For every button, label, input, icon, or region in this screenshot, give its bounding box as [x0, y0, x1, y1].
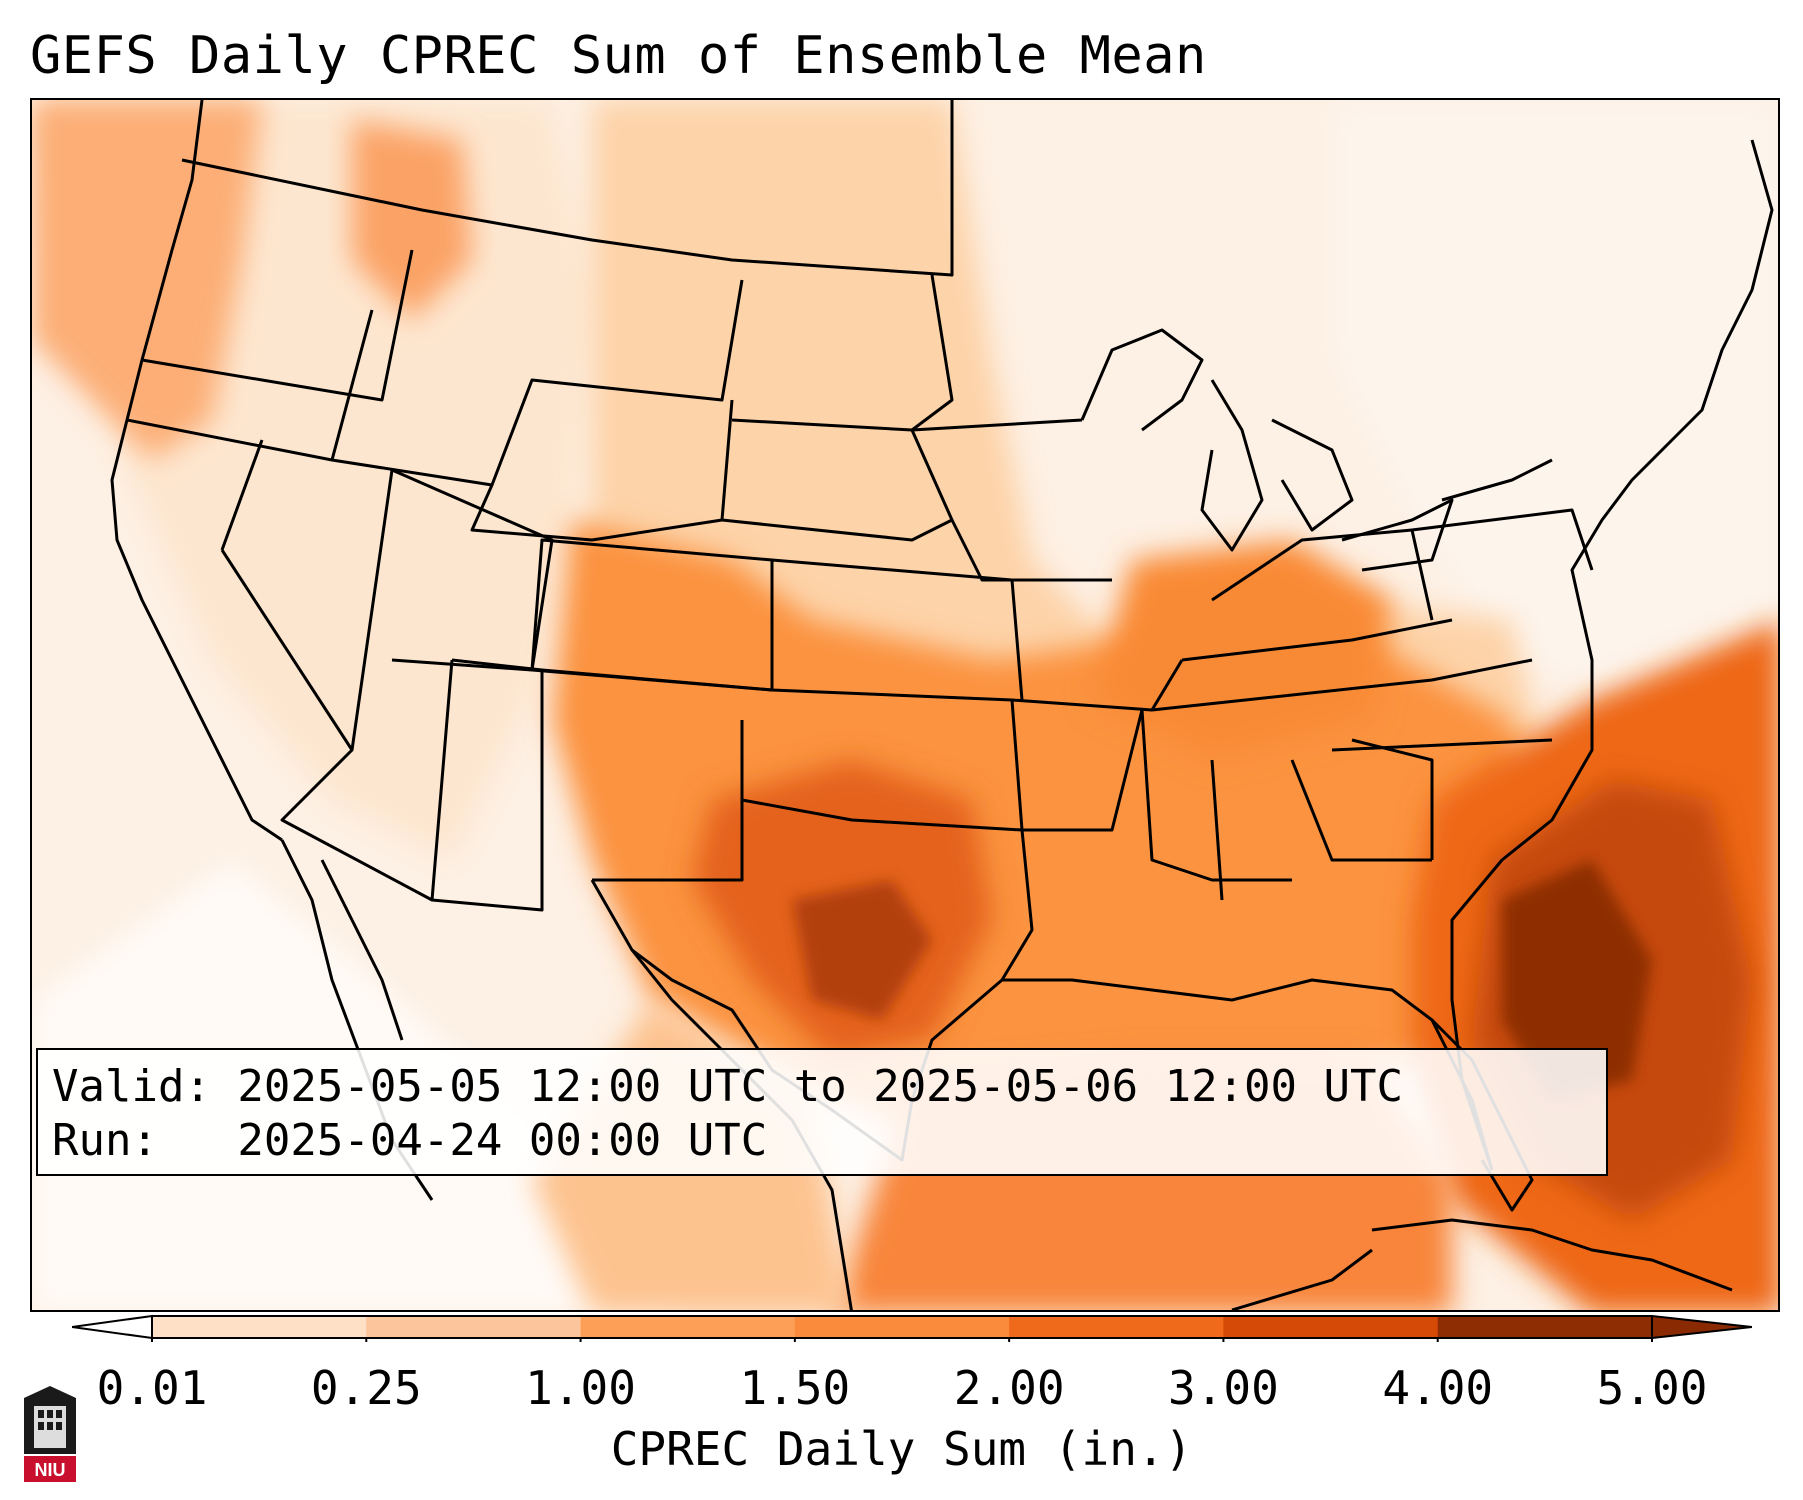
colorbar-under-extension	[72, 1314, 153, 1340]
colorbar-segment	[1009, 1316, 1224, 1338]
colorbar-tick-label: 2.00	[953, 1361, 1065, 1415]
colorbar-segment	[1223, 1316, 1439, 1338]
colorbar-tick-label: 0.25	[310, 1361, 422, 1415]
colorbar-tick-label: 3.00	[1168, 1361, 1279, 1415]
niu-logo-text: NIU	[35, 1460, 66, 1480]
colorbar-label: CPREC Daily Sum (in.)	[610, 1422, 1193, 1476]
colorbar	[72, 1314, 1752, 1342]
colorbar-segment	[1437, 1316, 1653, 1338]
colorbar-segment	[580, 1316, 796, 1338]
run-time-text: Run: 2025-04-24 00:00 UTC	[52, 1115, 768, 1166]
colorbar-segment	[366, 1316, 582, 1338]
colorbar-tick-label: 5.00	[1596, 1361, 1708, 1415]
colorbar-tick-label: 0.01	[96, 1361, 208, 1415]
state-borders	[110, 100, 1774, 1310]
valid-time-text: Valid: 2025-05-05 12:00 UTC to 2025-05-0…	[52, 1061, 1404, 1112]
niu-logo-icon: NIU	[24, 1386, 76, 1482]
colorbar-segment	[152, 1316, 367, 1338]
colorbar-segment	[794, 1316, 1010, 1338]
colorbar-tick-label: 4.00	[1382, 1361, 1494, 1415]
colorbar-tick-label: 1.50	[739, 1361, 851, 1415]
colorbar-outline	[151, 1315, 1653, 1339]
valid-run-info-box: Valid: 2025-05-05 12:00 UTC to 2025-05-0…	[36, 1048, 1608, 1176]
map-title: GEFS Daily CPREC Sum of Ensemble Mean	[30, 26, 1207, 86]
colorbar-tick-label: 1.00	[525, 1361, 636, 1415]
colorbar-over-extension	[1651, 1314, 1752, 1340]
